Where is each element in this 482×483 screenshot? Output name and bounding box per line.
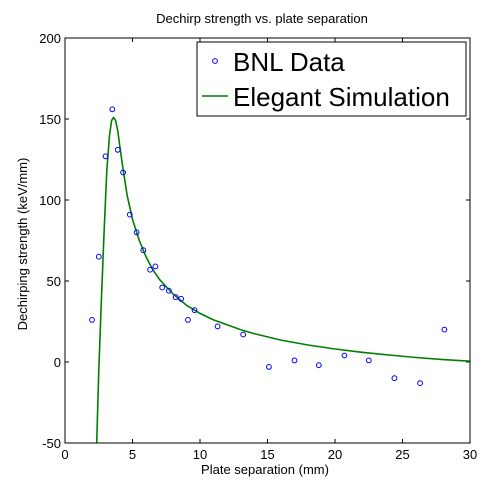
data-point-bnl bbox=[185, 317, 191, 323]
data-point-bnl bbox=[341, 352, 348, 359]
series-line-elegant-simulation bbox=[95, 116, 471, 444]
data-point-bnl bbox=[266, 364, 272, 370]
data-point-bnl bbox=[441, 326, 448, 333]
data-point-bnl bbox=[365, 357, 372, 364]
data-point-bnl bbox=[102, 153, 109, 160]
x-tick-label: 30 bbox=[463, 447, 477, 462]
data-point-bnl bbox=[89, 317, 95, 323]
data-point-bnl bbox=[133, 229, 140, 236]
data-point-bnl bbox=[126, 211, 133, 218]
x-tick-label: 15 bbox=[260, 447, 274, 462]
y-tick-label: 0 bbox=[54, 355, 61, 370]
x-tick-label: 5 bbox=[129, 447, 136, 462]
plot-frame bbox=[64, 37, 471, 444]
data-point-bnl bbox=[147, 266, 154, 273]
data-point-bnl bbox=[178, 295, 185, 302]
y-tick-label: 100 bbox=[39, 193, 61, 208]
x-axis-title: Plate separation (mm) bbox=[201, 462, 329, 477]
data-point-bnl bbox=[166, 287, 172, 294]
data-point-bnl bbox=[315, 362, 322, 369]
y-axis-title: Dechirping strength (keV/mm) bbox=[15, 158, 30, 331]
data-point-bnl bbox=[417, 380, 424, 387]
legend-label-bnl-data: BNL Data bbox=[233, 47, 345, 77]
legend: BNL Data Elegant Simulation bbox=[196, 41, 467, 117]
x-tick-label: 20 bbox=[328, 447, 342, 462]
y-tick-label: 50 bbox=[47, 274, 61, 289]
data-point-bnl bbox=[109, 106, 116, 113]
data-point-bnl bbox=[95, 253, 102, 260]
data-point-bnl bbox=[140, 247, 147, 254]
y-tick-label: 200 bbox=[39, 31, 61, 46]
legend-box bbox=[196, 41, 467, 117]
legend-label-elegant-simulation: Elegant Simulation bbox=[233, 82, 450, 112]
data-point-bnl bbox=[391, 375, 398, 382]
x-tick-label: 0 bbox=[61, 447, 68, 462]
data-point-bnl bbox=[159, 284, 166, 291]
legend-marker-bnl-data bbox=[212, 58, 218, 64]
y-tick-label: 150 bbox=[39, 112, 61, 127]
data-point-bnl bbox=[172, 294, 179, 301]
x-tick-label: 25 bbox=[395, 447, 409, 462]
y-tick-label: -50 bbox=[42, 436, 61, 451]
x-tick-label: 10 bbox=[193, 447, 207, 462]
data-point-bnl bbox=[240, 331, 247, 338]
data-point-bnl bbox=[114, 146, 121, 153]
data-point-bnl bbox=[152, 263, 159, 270]
series-group bbox=[89, 106, 471, 444]
data-point-bnl bbox=[214, 323, 221, 330]
data-point-bnl bbox=[291, 357, 298, 364]
data-point-bnl bbox=[191, 307, 198, 314]
data-point-bnl bbox=[120, 169, 126, 176]
chart-title: Dechirp strength vs. plate separation bbox=[156, 11, 368, 26]
